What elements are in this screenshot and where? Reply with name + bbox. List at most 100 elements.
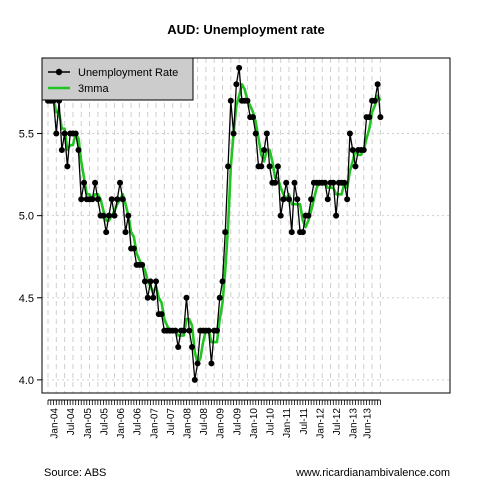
data-point-unemployment-rate	[252, 130, 259, 137]
data-point-unemployment-rate	[227, 97, 234, 104]
data-point-unemployment-rate	[78, 196, 85, 203]
data-point-unemployment-rate	[230, 130, 237, 137]
x-tick-label: Jul-04	[66, 408, 77, 436]
data-point-unemployment-rate	[92, 179, 99, 186]
data-point-unemployment-rate	[263, 130, 270, 137]
data-point-unemployment-rate	[72, 130, 79, 137]
data-point-unemployment-rate	[139, 261, 146, 268]
data-point-unemployment-rate	[305, 212, 312, 219]
x-tick-label: Jul-06	[133, 408, 144, 436]
data-point-unemployment-rate	[100, 212, 107, 219]
source-note: Source: ABS	[44, 467, 106, 479]
data-point-unemployment-rate	[125, 212, 132, 219]
data-point-unemployment-rate	[158, 311, 165, 318]
x-tick-label: Jul-10	[266, 408, 277, 436]
data-point-unemployment-rate	[352, 163, 359, 170]
data-point-unemployment-rate	[277, 212, 284, 219]
x-tick-label: Jan-09	[216, 408, 227, 439]
data-point-unemployment-rate	[291, 179, 298, 186]
data-point-unemployment-rate	[322, 179, 328, 186]
data-point-unemployment-rate	[283, 179, 290, 186]
x-tick-label: Jan-04	[50, 408, 61, 439]
y-tick-label: 5.5	[19, 129, 34, 141]
series-layer	[45, 64, 384, 383]
data-point-unemployment-rate	[172, 327, 179, 334]
data-point-unemployment-rate	[111, 212, 118, 219]
data-point-unemployment-rate	[249, 114, 256, 121]
data-point-unemployment-rate	[150, 294, 157, 301]
legend-label-unemployment-rate: Unemployment Rate	[78, 67, 178, 79]
x-tick-label: Jul-12	[332, 408, 343, 436]
x-tick-label: Jul-05	[99, 408, 110, 436]
data-point-unemployment-rate	[294, 196, 301, 203]
data-point-unemployment-rate	[272, 179, 279, 186]
y-tick-label: 4.5	[19, 293, 34, 305]
data-point-unemployment-rate	[153, 278, 160, 285]
data-point-unemployment-rate	[58, 146, 65, 153]
data-point-unemployment-rate	[349, 146, 356, 153]
data-point-unemployment-rate	[324, 196, 331, 203]
data-point-unemployment-rate	[216, 294, 223, 301]
grid	[42, 58, 450, 393]
data-point-unemployment-rate	[53, 130, 60, 137]
x-tick-label: Jul-11	[299, 408, 310, 435]
data-point-unemployment-rate	[130, 245, 137, 252]
data-point-unemployment-rate	[103, 229, 110, 236]
data-point-unemployment-rate	[141, 278, 148, 285]
data-point-unemployment-rate	[222, 229, 229, 236]
data-point-unemployment-rate	[75, 146, 82, 153]
data-point-unemployment-rate	[285, 196, 292, 203]
data-point-unemployment-rate	[274, 163, 281, 170]
y-tick-label: 5.0	[19, 211, 34, 223]
x-axis: Jan-04 Jul-04 Jan-05 Jul-05 Jan-06 Jul-06 Jan-…	[47, 399, 381, 439]
data-point-unemployment-rate	[344, 196, 351, 203]
data-point-unemployment-rate	[360, 146, 367, 153]
data-point-unemployment-rate	[299, 229, 306, 236]
x-tick-label: Jun-13	[363, 408, 374, 439]
data-point-unemployment-rate	[61, 130, 68, 137]
x-tick-label: Jan-10	[249, 408, 260, 439]
website-note: www.ricardianambivalence.com	[295, 467, 450, 479]
data-point-unemployment-rate	[183, 294, 190, 301]
x-tick-label: Jul-08	[199, 408, 210, 436]
data-point-unemployment-rate	[94, 196, 101, 203]
data-point-unemployment-rate	[114, 196, 121, 203]
data-point-unemployment-rate	[147, 278, 154, 285]
data-point-unemployment-rate	[330, 179, 337, 186]
data-point-unemployment-rate	[244, 97, 251, 104]
data-point-unemployment-rate	[374, 81, 381, 88]
data-point-unemployment-rate	[119, 196, 126, 203]
legend-swatch-point-unemployment-rate	[55, 68, 63, 76]
data-point-unemployment-rate	[371, 97, 378, 104]
y-axis: 4.0 4.5 5.0 5.5	[19, 129, 42, 387]
x-tick-label: Jan-13	[349, 408, 360, 439]
data-point-unemployment-rate	[81, 179, 88, 186]
x-tick-label: Jan-06	[116, 408, 127, 439]
data-point-unemployment-rate	[208, 360, 215, 367]
data-point-unemployment-rate	[266, 163, 273, 170]
data-point-unemployment-rate	[346, 130, 353, 137]
data-point-unemployment-rate	[377, 114, 384, 121]
data-point-unemployment-rate	[108, 196, 115, 203]
data-point-unemployment-rate	[333, 212, 340, 219]
chart-title: AUD: Unemployment rate	[167, 22, 324, 37]
data-point-unemployment-rate	[117, 179, 124, 186]
legend-label-3mma: 3mma	[78, 83, 109, 95]
x-tick-label: Jul-07	[166, 408, 177, 436]
x-tick-label: Jan-11	[282, 408, 293, 438]
data-point-unemployment-rate	[122, 229, 129, 236]
x-tick-label: Jul-09	[232, 408, 243, 436]
data-point-unemployment-rate	[64, 163, 71, 170]
x-tick-label: Jan-05	[83, 408, 94, 439]
x-tick-label: Jan-12	[315, 408, 326, 439]
y-tick-label: 4.0	[19, 375, 34, 387]
data-point-unemployment-rate	[175, 344, 182, 351]
data-point-unemployment-rate	[261, 146, 268, 153]
data-point-unemployment-rate	[308, 196, 315, 203]
x-tick-label: Jan-07	[149, 408, 160, 439]
legend: Unemployment Rate 3mma	[41, 57, 194, 101]
plot-frame	[41, 57, 451, 394]
data-point-unemployment-rate	[189, 344, 196, 351]
data-point-unemployment-rate	[280, 196, 287, 203]
